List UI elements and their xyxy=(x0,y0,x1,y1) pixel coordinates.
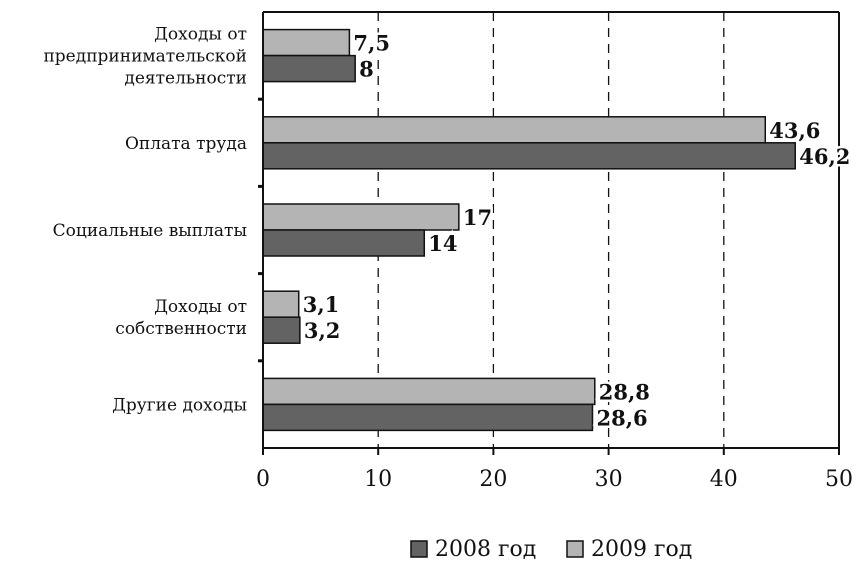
category-label: предпринимательской xyxy=(43,47,247,67)
category-label: Оплата труда xyxy=(125,134,247,154)
bar xyxy=(262,229,426,257)
bar xyxy=(262,403,594,432)
category-label: собственности xyxy=(115,319,247,339)
value-label: 8 xyxy=(359,57,374,82)
legend-swatch xyxy=(410,540,428,558)
category-label: Другие доходы xyxy=(112,395,247,415)
legend: 2008 год 2009 год xyxy=(410,537,692,562)
value-label: 43,6 xyxy=(769,118,820,143)
bar xyxy=(262,203,460,231)
x-tick-label: 20 xyxy=(479,467,507,492)
grid-lines xyxy=(377,12,725,448)
bar xyxy=(262,28,351,57)
value-label: 17 xyxy=(463,205,492,230)
bar xyxy=(262,290,300,318)
category-label: Социальные выплаты xyxy=(53,221,247,241)
bars xyxy=(262,28,796,432)
legend-swatch xyxy=(566,540,584,558)
x-tick-label: 40 xyxy=(710,467,738,492)
bar xyxy=(262,116,767,144)
x-tick-label: 30 xyxy=(595,467,623,492)
legend-label: 2009 год xyxy=(591,537,692,562)
value-label: 28,6 xyxy=(596,405,647,430)
value-label: 46,2 xyxy=(799,144,850,169)
value-label: 3,1 xyxy=(303,292,340,317)
axes xyxy=(258,11,840,455)
bar xyxy=(262,377,596,406)
x-tick-label: 0 xyxy=(256,467,270,492)
x-tick-label: 10 xyxy=(364,467,392,492)
bar xyxy=(262,54,356,83)
value-label: 28,8 xyxy=(599,379,650,404)
bar xyxy=(262,142,796,170)
category-label: деятельности xyxy=(124,69,247,89)
legend-label: 2008 год xyxy=(435,537,536,562)
x-tick-label: 50 xyxy=(825,467,853,492)
value-label: 3,2 xyxy=(304,318,341,343)
value-label: 14 xyxy=(428,231,457,256)
bar xyxy=(262,316,301,344)
value-label: 7,5 xyxy=(353,31,390,56)
category-label: Доходы от xyxy=(154,297,247,317)
category-label: Доходы от xyxy=(154,25,247,45)
